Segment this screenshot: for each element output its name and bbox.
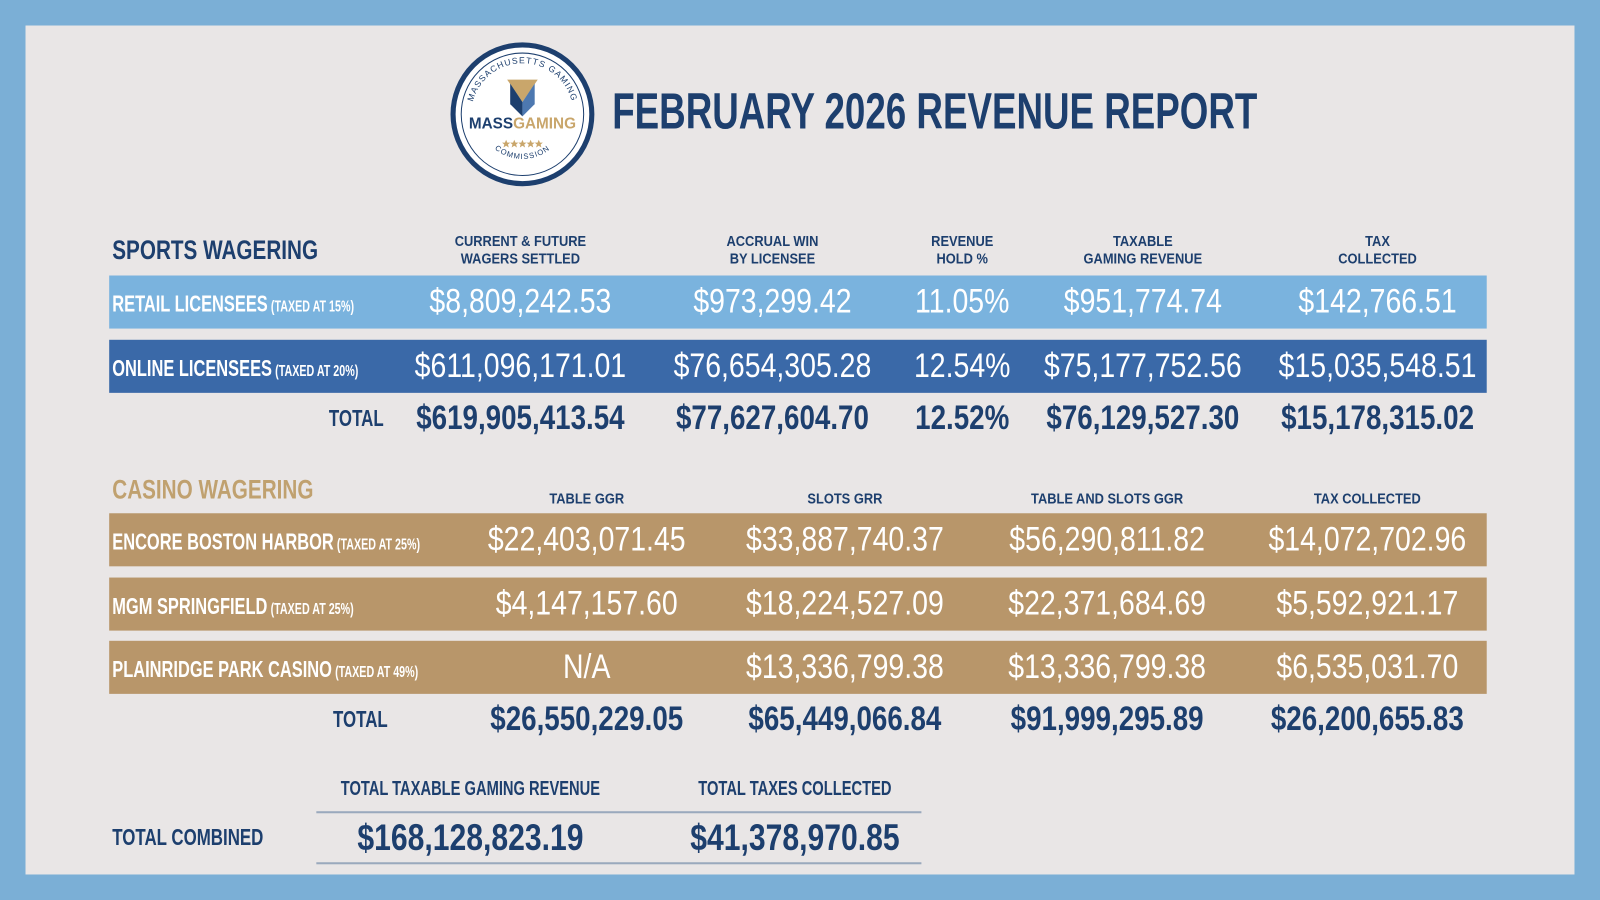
row-note: (TAXED AT 20%): [275, 362, 359, 381]
value-cell: $76,654,305.28: [673, 346, 872, 386]
total-cell: $26,550,229.05: [490, 699, 684, 739]
column-header: HOLD %: [936, 250, 988, 267]
row-name: ENCORE BOSTON HARBOR: [112, 528, 334, 555]
value-cell: $75,177,752.56: [1043, 346, 1242, 386]
row-note: (TAXED AT 15%): [270, 298, 355, 316]
value-cell: $13,336,799.38: [746, 647, 944, 687]
value-cell: $33,887,740.37: [746, 519, 944, 559]
logo-name-right: GAMING: [513, 116, 576, 133]
divider-line: [316, 862, 922, 865]
row-label: RETAIL LICENSEES (TAXED AT 15%): [112, 290, 354, 318]
total-label: TOTAL: [332, 705, 388, 732]
value-cell: $18,224,527.09: [746, 583, 944, 623]
combined-label: TOTAL COMBINED: [112, 823, 264, 851]
combined-value: $168,128,823.19: [357, 816, 584, 859]
section-title: SPORTS WAGERING: [112, 234, 319, 266]
section-title: CASINO WAGERING: [112, 474, 314, 505]
logo: MASSACHUSETTS GAMING COMMISSION MASSGAMI…: [450, 42, 595, 187]
column-header: ACCRUAL WIN: [726, 232, 819, 250]
total-cell: $619,905,413.54: [416, 398, 625, 438]
column-header: TAXABLE: [1112, 232, 1173, 250]
column-header: REVENUE: [931, 232, 994, 250]
value-cell: $8,809,242.53: [429, 281, 612, 321]
value-cell: $6,535,031.70: [1276, 647, 1459, 687]
row-note: (TAXED AT 25%): [336, 536, 421, 554]
row-band: [109, 275, 1487, 329]
row-note: (TAXED AT 49%): [335, 663, 419, 682]
column-header: WAGERS SETTLED: [460, 250, 581, 267]
column-header: BY LICENSEE: [729, 250, 816, 267]
total-label: TOTAL: [328, 404, 384, 431]
logo-emblem: [510, 83, 523, 117]
logo-emblem: [507, 79, 538, 103]
value-cell: N/A: [563, 647, 611, 687]
row-band: [109, 577, 1487, 631]
value-cell: $56,290,811.82: [1009, 519, 1205, 559]
row-name: MGM SPRINGFIELD: [112, 592, 268, 619]
column-header: TOTAL TAXABLE GAMING REVENUE: [340, 777, 601, 800]
value-cell: $611,096,171.01: [414, 346, 627, 386]
value-cell: $4,147,157.60: [495, 583, 678, 623]
row-label: MGM SPRINGFIELD (TAXED AT 25%): [112, 592, 353, 620]
value-cell: $951,774.74: [1063, 281, 1222, 321]
value-cell: $15,035,548.51: [1278, 346, 1477, 386]
column-header: GAMING REVENUE: [1083, 250, 1203, 267]
value-cell: $22,403,071.45: [487, 519, 686, 559]
total-cell: $26,200,655.83: [1270, 699, 1464, 739]
total-cell: $76,129,527.30: [1046, 398, 1240, 438]
row-band: [109, 640, 1487, 694]
value-cell: $5,592,921.17: [1276, 583, 1459, 623]
logo-name: MASSGAMING: [469, 116, 576, 133]
row-band: [109, 339, 1487, 393]
row-name: PLAINRIDGE PARK CASINO: [112, 655, 332, 683]
total-cell: 12.52%: [915, 398, 1010, 438]
column-header: TAX COLLECTED: [1313, 490, 1421, 507]
panel: MASSACHUSETTS GAMING COMMISSION MASSGAMI…: [25, 25, 1575, 875]
column-header: COLLECTED: [1338, 250, 1417, 267]
row-name: ONLINE LICENSEES: [112, 354, 272, 382]
value-cell: 12.54%: [913, 346, 1011, 386]
row-name: RETAIL LICENSEES: [112, 290, 268, 317]
report-title: FEBRUARY 2026 REVENUE REPORT: [612, 82, 1258, 140]
column-header: TAX: [1365, 232, 1390, 250]
row-label: ONLINE LICENSEES (TAXED AT 20%): [112, 355, 358, 383]
row-label: ENCORE BOSTON HARBOR (TAXED AT 25%): [112, 528, 420, 556]
value-cell: $973,299.42: [693, 281, 852, 321]
logo-inner-ring: [460, 52, 585, 177]
column-header: TABLE GGR: [549, 490, 625, 507]
column-header: TOTAL TAXES COLLECTED: [698, 777, 892, 800]
logo-emblem: [522, 83, 535, 117]
logo-name-left: MASS: [469, 116, 513, 133]
combined-value: $41,378,970.85: [690, 816, 900, 859]
total-cell: $15,178,315.02: [1281, 398, 1475, 438]
total-cell: $77,627,604.70: [675, 398, 869, 438]
column-header: TABLE AND SLOTS GGR: [1031, 490, 1184, 507]
value-cell: 11.05%: [915, 281, 1010, 321]
row-band: [109, 513, 1487, 567]
value-cell: $13,336,799.38: [1008, 647, 1207, 687]
column-header: SLOTS GRR: [807, 490, 883, 507]
value-cell: $14,072,702.96: [1268, 519, 1467, 559]
value-cell: $142,766.51: [1298, 281, 1457, 321]
value-cell: $22,371,684.69: [1008, 583, 1207, 623]
row-note: (TAXED AT 25%): [270, 600, 354, 618]
divider-line: [316, 811, 922, 814]
column-header: CURRENT & FUTURE: [454, 232, 587, 250]
total-cell: $65,449,066.84: [748, 699, 942, 739]
total-cell: $91,999,295.89: [1010, 699, 1204, 739]
row-label: PLAINRIDGE PARK CASINO (TAXED AT 49%): [112, 656, 418, 684]
